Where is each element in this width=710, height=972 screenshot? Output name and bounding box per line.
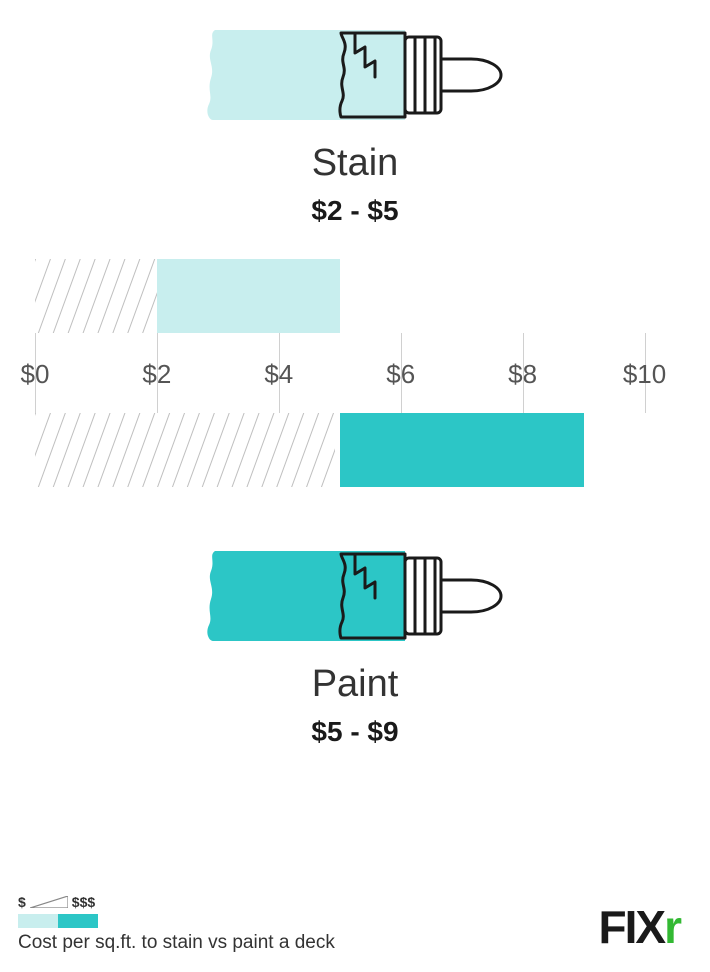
stain-range: $2 - $5	[311, 195, 398, 227]
hatch-pattern	[35, 413, 335, 487]
fixr-logo: FIXr	[599, 904, 682, 950]
infographic-container: Stain $2 - $5 $0 $2 $4 $6 $8 $10	[0, 0, 710, 972]
paint-title: Paint	[312, 663, 399, 706]
paint-range-bar	[340, 413, 584, 487]
axis-label: $2	[142, 359, 171, 390]
legend-caption: Cost per sq.ft. to stain vs paint a deck	[18, 932, 335, 954]
legend-swatch-dark	[58, 914, 98, 928]
legend-high-symbol: $$$	[72, 894, 95, 910]
paint-bar-row	[35, 413, 675, 487]
legend-swatches	[18, 914, 335, 928]
triangle-icon	[30, 896, 68, 908]
logo-main: FIX	[599, 904, 665, 950]
legend-swatch-light	[18, 914, 58, 928]
stain-bar-row	[35, 259, 675, 333]
legend: $ $$$ Cost per sq.ft. to stain vs paint …	[18, 894, 335, 954]
axis-label: $4	[264, 359, 293, 390]
legend-scale-row: $ $$$	[18, 894, 335, 910]
paint-range: $5 - $9	[311, 716, 398, 748]
paint-block: Paint $5 - $9	[24, 541, 686, 748]
range-chart: $0$2$4$6$8$10	[35, 259, 675, 487]
paintbrush-icon	[335, 25, 505, 125]
stain-brush-visual	[205, 20, 505, 130]
axis: $0$2$4$6$8$10	[35, 333, 675, 413]
axis-label: $8	[508, 359, 537, 390]
paintbrush-icon	[335, 546, 505, 646]
stain-title: Stain	[312, 142, 399, 185]
stain-range-bar	[157, 259, 340, 333]
paint-brush-visual	[205, 541, 505, 651]
legend-low-symbol: $	[18, 894, 26, 910]
axis-label: $10	[623, 359, 666, 390]
logo-accent: r	[664, 904, 682, 950]
axis-label: $0	[21, 359, 50, 390]
axis-label: $6	[386, 359, 415, 390]
stain-block: Stain $2 - $5	[24, 20, 686, 227]
